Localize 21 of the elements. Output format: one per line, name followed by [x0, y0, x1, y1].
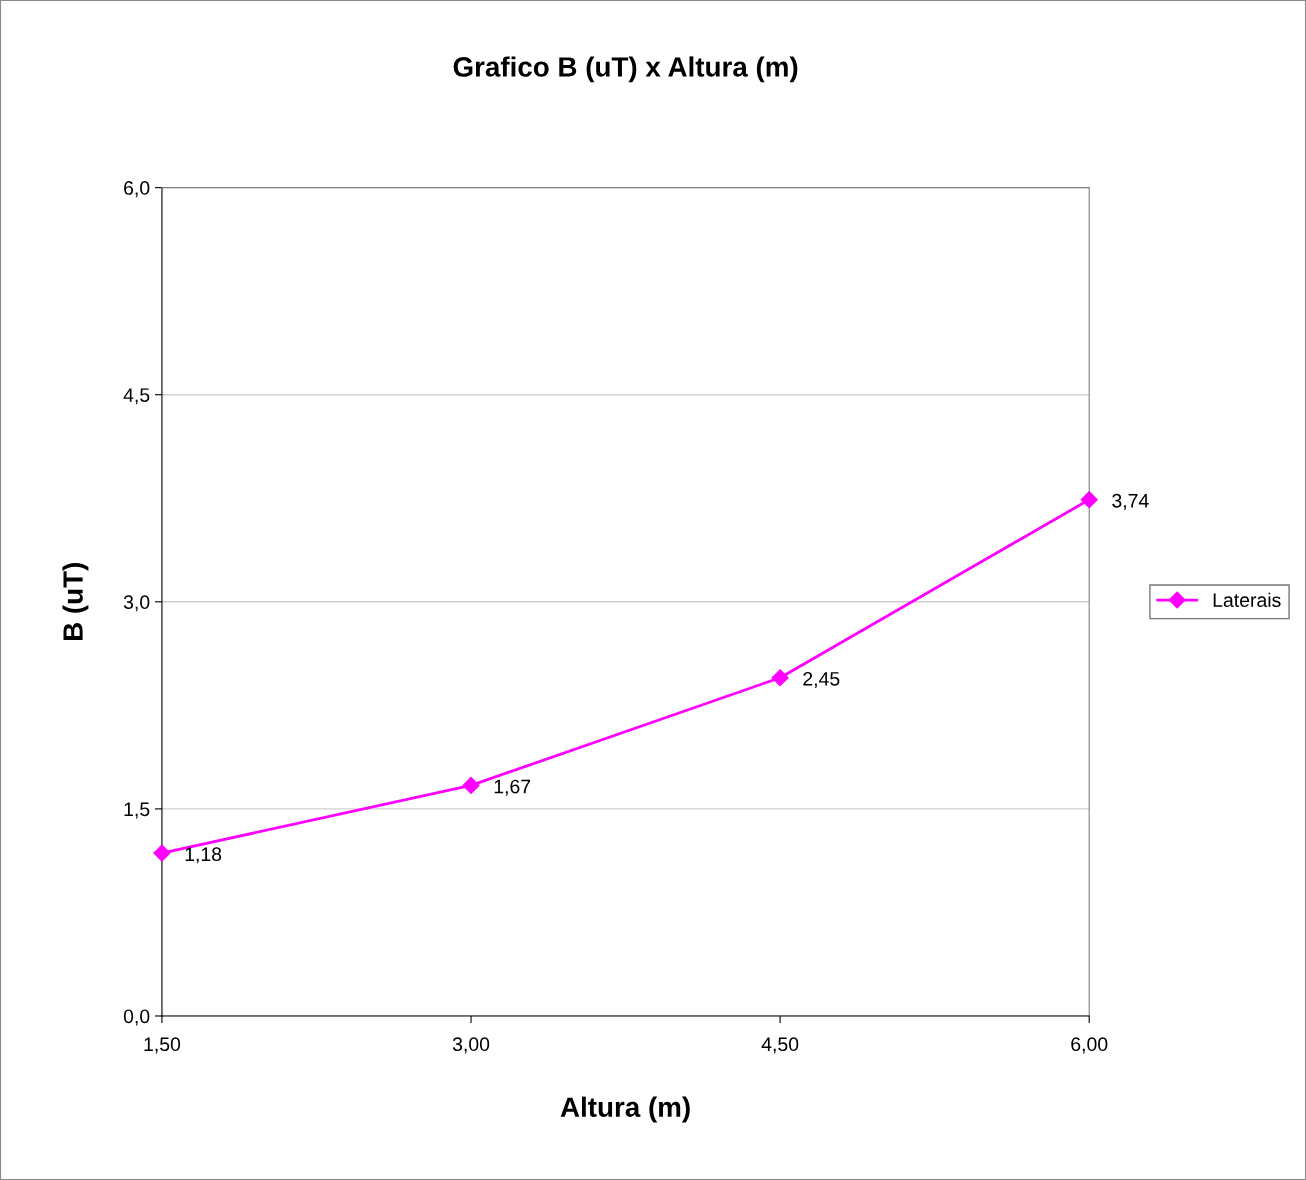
point — [153, 844, 171, 862]
y-tick-label: 3,0 — [123, 595, 150, 612]
data-label: 2,45 — [803, 671, 840, 689]
point — [771, 669, 789, 687]
x-axis-title: Altura (m) — [560, 1096, 690, 1123]
y-axis-title: B (uT) — [62, 563, 89, 641]
x-tick-label: 4,50 — [761, 1037, 799, 1054]
y-tick-label: 4,5 — [123, 388, 150, 405]
point — [462, 776, 480, 794]
y-tick-label: 0,0 — [123, 1009, 150, 1026]
chart-title: Grafico B (uT) x Altura (m) — [453, 56, 798, 83]
x-tick-label: 3,00 — [452, 1037, 490, 1054]
x-tick-label: 1,50 — [144, 1037, 181, 1054]
data-label: 1,67 — [494, 779, 531, 796]
data-label: 1,18 — [185, 847, 222, 864]
legend-label: Laterais — [1213, 592, 1281, 608]
y-tick-label: 6,0 — [124, 181, 150, 198]
point — [1080, 491, 1098, 509]
data-label: 3,74 — [1112, 493, 1149, 510]
y-tick-label: 1,5 — [124, 802, 150, 819]
x-tick-label: 6,00 — [1071, 1037, 1108, 1054]
